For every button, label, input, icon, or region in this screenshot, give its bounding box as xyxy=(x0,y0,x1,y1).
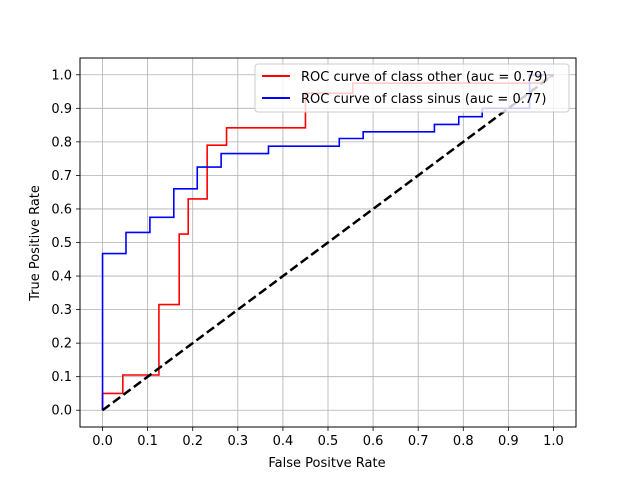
x-tick-label: 0.7 xyxy=(408,434,429,449)
x-tick-label: 0.5 xyxy=(318,434,339,449)
y-tick-label: 0.1 xyxy=(51,370,72,385)
y-tick-label: 0.0 xyxy=(51,404,72,419)
x-tick-label: 0.4 xyxy=(273,434,294,449)
y-tick-label: 0.4 xyxy=(51,270,72,285)
y-tick-label: 1.0 xyxy=(51,68,72,83)
legend-box xyxy=(254,63,570,113)
y-axis-label: True Positive Rate xyxy=(28,185,43,302)
y-tick-label: 0.9 xyxy=(51,102,72,117)
x-tick-label: 0.8 xyxy=(453,434,474,449)
legend: ROC curve of class other (auc = 0.79) RO… xyxy=(254,63,570,113)
legend-label-other: ROC curve of class other (auc = 0.79) xyxy=(301,70,547,85)
y-tick-label: 0.8 xyxy=(51,135,72,150)
x-tick-label: 0.3 xyxy=(227,434,248,449)
x-tick-label: 0.9 xyxy=(498,434,519,449)
x-tick-label: 1.0 xyxy=(543,434,564,449)
legend-label-sinus: ROC curve of class sinus (auc = 0.77) xyxy=(301,92,546,107)
y-tick-label: 0.7 xyxy=(51,169,72,184)
x-tick-label: 0.0 xyxy=(92,434,113,449)
y-tick-label: 0.3 xyxy=(51,303,72,318)
chance-diagonal-line xyxy=(101,73,555,412)
ticks: 0.0 0.1 0.2 0.3 0.4 0.5 0.6 0.7 0.8 0.9 1.0 0.0 0.1 0… xyxy=(51,68,563,449)
y-tick-label: 0.2 xyxy=(51,337,72,352)
x-tick-label: 0.6 xyxy=(363,434,384,449)
x-axis-label: False Positve Rate xyxy=(268,456,385,471)
series-line-sinus xyxy=(101,73,554,411)
x-tick-label: 0.2 xyxy=(182,434,203,449)
x-tick-label: 0.1 xyxy=(137,434,158,449)
y-tick-label: 0.5 xyxy=(51,236,72,251)
y-tick-label: 0.6 xyxy=(51,202,72,217)
